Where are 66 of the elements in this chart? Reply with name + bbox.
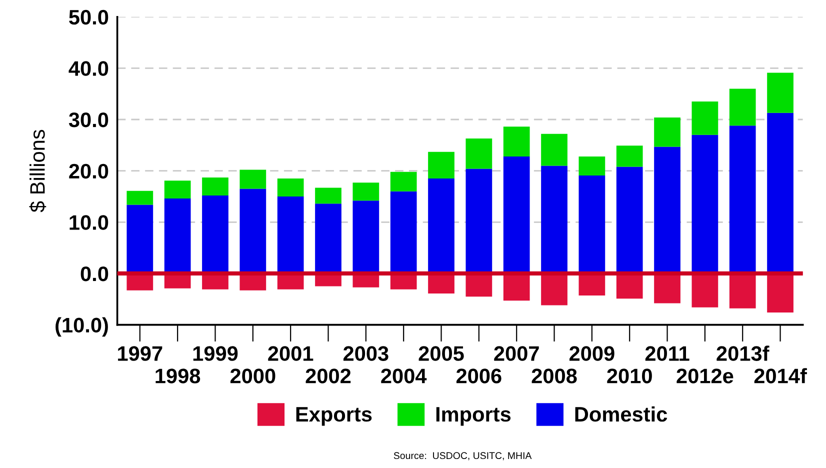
- bar: [466, 138, 492, 169]
- bar: [202, 195, 228, 274]
- legend-label: Exports: [296, 407, 372, 426]
- x-tick-label: 2011: [645, 346, 690, 361]
- bar: [126, 190, 154, 205]
- x-tick-label: 2004: [381, 368, 427, 384]
- bar: [352, 182, 380, 201]
- x-tick-label: 1999: [193, 346, 238, 361]
- bar: [126, 204, 154, 274]
- source-note: Source: USDOC, USITC, MHIA: [394, 452, 532, 460]
- x-tick-label: 2008: [532, 368, 577, 384]
- x-tick-label: 2014f: [754, 368, 807, 384]
- x-tick-label: 2010: [607, 368, 652, 384]
- bar: [390, 191, 417, 274]
- x-tick-label: 2007: [494, 346, 539, 361]
- bar: [616, 146, 643, 167]
- bar: [428, 178, 454, 274]
- x-tick-label: 2012e: [676, 368, 734, 384]
- y-tick-label: 30.0: [68, 112, 108, 128]
- y-tick-label: (10.0): [56, 317, 108, 337]
- bar: [315, 204, 342, 274]
- bar: [277, 178, 304, 196]
- x-tick-label: 2001: [268, 346, 314, 361]
- x-tick-label: 2000: [230, 368, 276, 384]
- y-tick-label: 10.0: [70, 215, 108, 230]
- bar: [202, 177, 228, 196]
- y-axis-title: $ Billions: [29, 130, 46, 212]
- bar: [315, 188, 342, 204]
- legend-label: Imports: [436, 407, 511, 426]
- bar: [541, 134, 568, 166]
- bar: [616, 166, 643, 274]
- bar: [654, 117, 680, 147]
- x-tick-label: 2013f: [716, 346, 770, 361]
- x-tick-label: 2009: [569, 346, 614, 361]
- legend-label: Domestic: [575, 406, 668, 422]
- bar: [466, 168, 492, 274]
- bar: [240, 188, 266, 274]
- y-tick-label: 20.0: [69, 164, 108, 179]
- bar: [164, 180, 191, 199]
- bar: [692, 134, 718, 274]
- bar: [503, 156, 530, 274]
- bar: [767, 112, 794, 274]
- bar: [277, 196, 304, 274]
- bar: [240, 170, 266, 189]
- bar: [428, 152, 454, 179]
- bar: [164, 198, 191, 274]
- bar: [578, 156, 606, 176]
- bar: [729, 88, 756, 126]
- x-tick-label: 2002: [306, 368, 351, 384]
- bar: [352, 200, 380, 274]
- x-tick-label: 2006: [456, 368, 502, 384]
- bar: [729, 126, 756, 274]
- y-tick-label: 50.0: [69, 10, 108, 25]
- x-tick-label: 2005: [418, 346, 464, 361]
- bar: [503, 126, 530, 156]
- bar: [692, 102, 718, 135]
- bar: [541, 166, 568, 274]
- x-tick-label: 1998: [156, 368, 200, 384]
- bar: [578, 175, 606, 274]
- y-tick-label: 40.0: [68, 61, 108, 76]
- bar: [390, 172, 417, 192]
- bar: [767, 72, 794, 113]
- x-tick-label: 1997: [118, 346, 162, 361]
- y-tick-label: 0.0: [80, 266, 108, 282]
- bar: [654, 146, 680, 274]
- x-tick-label: 2003: [343, 346, 388, 361]
